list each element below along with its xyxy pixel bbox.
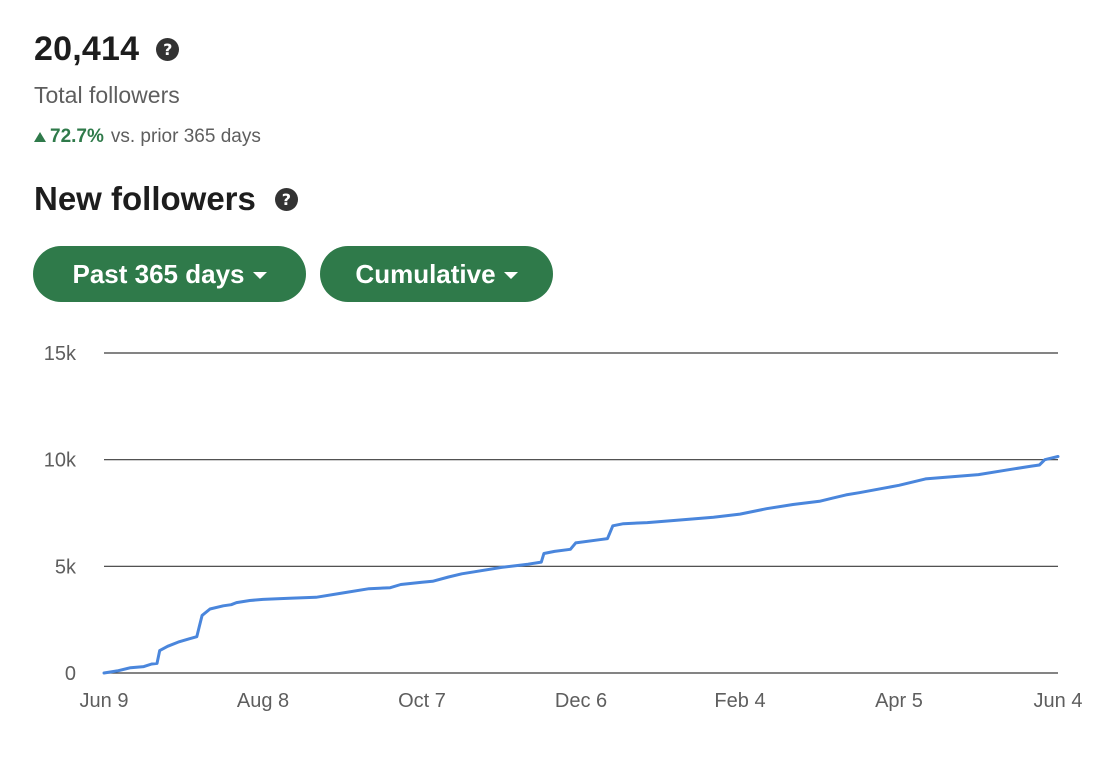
x-tick-label: Feb 4 [714, 690, 765, 712]
time-range-label: Past 365 days [72, 258, 245, 289]
y-axis-ticks: 0 5k 10k 15k [44, 343, 77, 685]
caret-down-icon [503, 271, 518, 279]
x-tick-label: Aug 8 [237, 690, 289, 712]
chart-gridlines [104, 352, 1058, 674]
followers-series-line [102, 455, 1060, 675]
y-tick-label: 5k [55, 556, 77, 578]
y-tick-label: 15k [44, 343, 77, 365]
aggregation-mode-dropdown[interactable]: Cumulative [320, 246, 553, 302]
change-comparison-text: vs. prior 365 days [110, 126, 261, 147]
y-tick-label: 10k [44, 450, 77, 472]
x-tick-label: Jun 4 [1034, 690, 1083, 712]
chart-series [102, 455, 1060, 675]
aggregation-mode-label: Cumulative [355, 258, 496, 289]
caret-down-icon [252, 271, 267, 279]
total-followers-header: 20,414 ? [34, 30, 180, 69]
followers-change: 72.7% vs. prior 365 days [34, 126, 261, 148]
help-icon[interactable]: ? [156, 38, 180, 61]
help-icon[interactable]: ? [274, 187, 298, 211]
total-followers-label: Total followers [34, 82, 180, 108]
x-tick-label: Jun 9 [80, 690, 129, 712]
section-title: New followers [34, 180, 256, 217]
x-axis-ticks: Jun 9 Aug 8 Oct 7 Dec 6 Feb 4 Apr 5 Jun 4 [80, 690, 1083, 712]
arrow-up-icon [34, 131, 46, 142]
x-tick-label: Dec 6 [555, 690, 607, 712]
time-range-dropdown[interactable]: Past 365 days [33, 246, 306, 302]
x-tick-label: Apr 5 [875, 690, 923, 712]
y-tick-label: 0 [65, 663, 76, 685]
total-followers-value: 20,414 [34, 30, 140, 68]
x-tick-label: Oct 7 [398, 690, 446, 712]
new-followers-header: New followers ? [34, 180, 298, 218]
change-percent: 72.7% [50, 126, 104, 147]
